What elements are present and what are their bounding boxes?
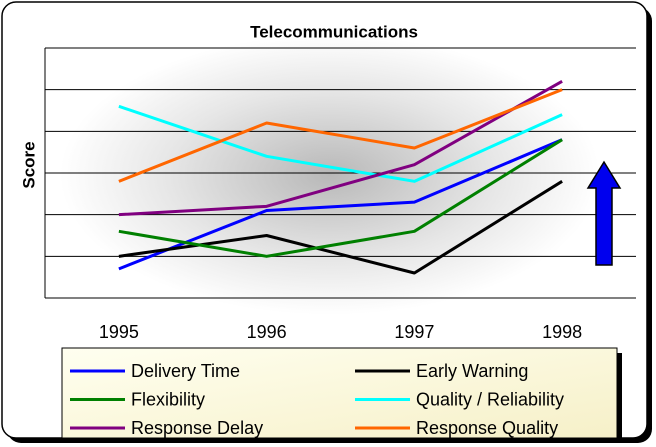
legend-items: Delivery Time Early Warning Flexibility Qua… [70, 361, 564, 438]
chart-title: Telecommunications [250, 22, 418, 41]
y-axis-label: Score [19, 141, 38, 188]
up-arrow [586, 160, 622, 266]
x-tick-label: 1995 [99, 322, 139, 342]
legend [61, 347, 618, 439]
series-line [118, 138, 563, 271]
legend-label: Response Delay [131, 418, 263, 438]
series-line [118, 138, 563, 258]
x-tick-label: 1997 [394, 322, 434, 342]
plot: 1995 1996 1997 1998 [44, 47, 636, 342]
x-tick-label: 1996 [247, 322, 287, 342]
plot-glow [60, 35, 600, 315]
legend-label: Flexibility [131, 389, 205, 409]
legend-label: Response Quality [416, 418, 558, 438]
legend-label: Delivery Time [131, 361, 240, 381]
series-line [118, 104, 563, 183]
legend-label: Quality / Reliability [416, 389, 564, 409]
series-line [118, 80, 563, 217]
legend-label: Early Warning [416, 361, 528, 381]
series-line [118, 88, 563, 183]
series-line [118, 180, 563, 275]
x-tick-label: 1998 [542, 322, 582, 342]
